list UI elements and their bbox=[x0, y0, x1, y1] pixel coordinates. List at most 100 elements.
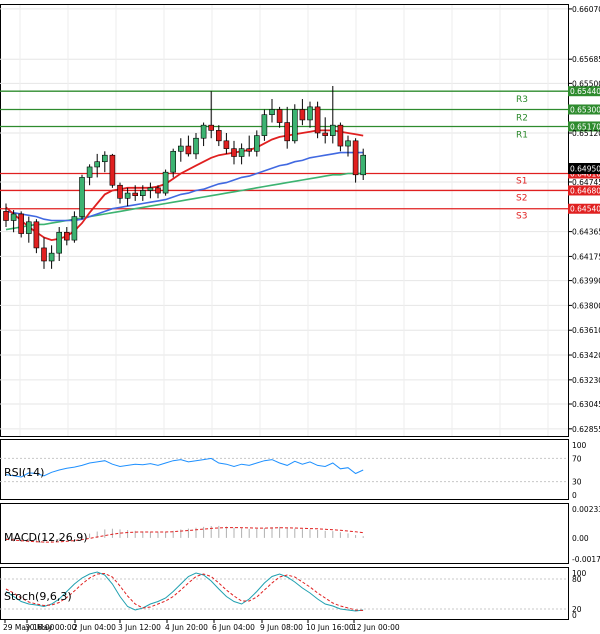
candle-body bbox=[193, 137, 199, 155]
candle-body bbox=[223, 140, 230, 149]
candle-body bbox=[352, 140, 359, 176]
candle-body bbox=[56, 231, 63, 254]
price-tick-label: 0.63420 bbox=[572, 351, 600, 360]
candle-body bbox=[10, 213, 17, 221]
time-tick-label: 9 Jun 08:00 bbox=[260, 623, 303, 632]
time-tick-label: 30 May 00:00 bbox=[25, 623, 77, 632]
stoch-tick-label: 0 bbox=[572, 611, 577, 620]
candle-body bbox=[299, 109, 306, 121]
candle-body bbox=[64, 231, 70, 241]
price-tick-label: 0.64745 bbox=[572, 178, 600, 187]
price-tick-label: 0.63045 bbox=[572, 400, 600, 409]
macd-panel: MACD(12,26,9) 0.00233 0.00 -0.00178 bbox=[0, 503, 600, 564]
candle-body bbox=[238, 148, 245, 157]
level-name-r2: R2 bbox=[516, 113, 528, 123]
candle-body bbox=[322, 132, 329, 136]
time-tick-label: 10 Jun 16:00 bbox=[306, 623, 354, 632]
candle-body bbox=[18, 213, 25, 234]
macd-panel-frame bbox=[0, 503, 569, 564]
candle-body bbox=[231, 148, 237, 157]
time-tick-label: 12 Jun 00:00 bbox=[352, 623, 400, 632]
rsi-panel-frame bbox=[0, 439, 569, 500]
rsi-tick-label: 30 bbox=[572, 478, 582, 487]
stoch-d-line bbox=[5, 572, 364, 611]
candle-body bbox=[185, 145, 192, 155]
rsi-tick-label: 0 bbox=[572, 491, 577, 500]
time-tick-label: 3 Jun 12:00 bbox=[118, 623, 161, 632]
level-price-tag bbox=[568, 86, 600, 97]
candle-body bbox=[162, 171, 169, 194]
price-tick-label: 0.64365 bbox=[572, 228, 600, 237]
candle-body bbox=[261, 114, 268, 136]
current-price-tag bbox=[568, 163, 600, 174]
main-price-panel: R30.65440R20.65300R10.65170S10.64810S20.… bbox=[0, 4, 600, 437]
level-price-tag bbox=[568, 121, 600, 132]
macd-tick-label: 0.00 bbox=[572, 534, 589, 543]
macd-label: MACD(12,26,9) bbox=[4, 531, 88, 544]
candle-body bbox=[200, 124, 207, 139]
price-tick-label: 0.62855 bbox=[572, 425, 600, 434]
rsi-levels bbox=[0, 457, 568, 483]
candle-body bbox=[3, 211, 9, 221]
price-tick-label: 0.64175 bbox=[572, 252, 600, 261]
candle-body bbox=[94, 161, 100, 168]
candle-body bbox=[269, 109, 275, 116]
candle-body bbox=[208, 124, 214, 131]
candle-body bbox=[155, 187, 161, 194]
candle-body bbox=[86, 166, 93, 178]
candle-body bbox=[345, 140, 351, 147]
rsi-tick-label: 100 bbox=[572, 441, 587, 450]
time-tick-label: 29 May 16:00 bbox=[3, 623, 55, 632]
level-price-tag bbox=[568, 185, 600, 196]
candle-body bbox=[246, 148, 252, 152]
price-tick-label: 0.63800 bbox=[572, 301, 600, 310]
price-tick-label: 0.65120 bbox=[572, 129, 600, 138]
candle-body bbox=[307, 106, 313, 121]
stoch-label: Stoch(9,6,3) bbox=[4, 590, 72, 603]
candle-body bbox=[170, 150, 176, 173]
candle-body bbox=[79, 177, 85, 217]
stoch-tick-label: 100 bbox=[572, 569, 587, 578]
level-name-s2: S2 bbox=[516, 193, 527, 203]
candle-body bbox=[216, 130, 222, 142]
candle-body bbox=[102, 154, 108, 163]
stoch-tick-label: 80 bbox=[572, 575, 582, 584]
candle-body bbox=[132, 192, 138, 196]
level-price-label: 0.65440 bbox=[570, 87, 600, 96]
time-tick-label: 2 Jun 04:00 bbox=[73, 623, 116, 632]
main-grid bbox=[0, 5, 568, 436]
level-name-r1: R1 bbox=[516, 130, 528, 140]
candle-body bbox=[360, 154, 367, 176]
main-panel-frame bbox=[0, 4, 569, 437]
candle-body bbox=[337, 124, 344, 147]
candle-body bbox=[254, 135, 260, 152]
candle-body bbox=[329, 124, 336, 136]
level-name-r3: R3 bbox=[516, 95, 528, 105]
price-tick-label: 0.65500 bbox=[572, 79, 600, 88]
candle-body bbox=[291, 109, 298, 142]
candlesticks bbox=[3, 85, 367, 269]
price-tick-label: 0.66070 bbox=[572, 5, 600, 14]
price-tick-label: 0.63230 bbox=[572, 376, 600, 385]
stoch-k-line bbox=[5, 571, 364, 612]
candle-body bbox=[147, 187, 154, 191]
level-name-s3: S3 bbox=[516, 212, 527, 222]
level-price-label: 0.64680 bbox=[570, 186, 600, 195]
level-price-label: 0.64540 bbox=[570, 205, 600, 214]
candle-body bbox=[178, 145, 184, 152]
level-price-label: 0.65300 bbox=[570, 105, 600, 114]
candle-body bbox=[109, 154, 116, 186]
price-tick-label: 0.63610 bbox=[572, 326, 600, 335]
rsi-line bbox=[5, 457, 364, 478]
time-tick-label: 6 Jun 04:00 bbox=[212, 623, 255, 632]
macd-histogram bbox=[5, 525, 364, 543]
price-axis: 0.66070 0.65685 0.65500 0.65120 0.64745 0.643… bbox=[568, 5, 600, 434]
level-price-label: 0.65170 bbox=[570, 122, 600, 131]
candle-body bbox=[140, 190, 146, 196]
rsi-panel: RSI(14) 100 70 30 0 bbox=[0, 439, 587, 500]
candle-body bbox=[25, 221, 32, 234]
